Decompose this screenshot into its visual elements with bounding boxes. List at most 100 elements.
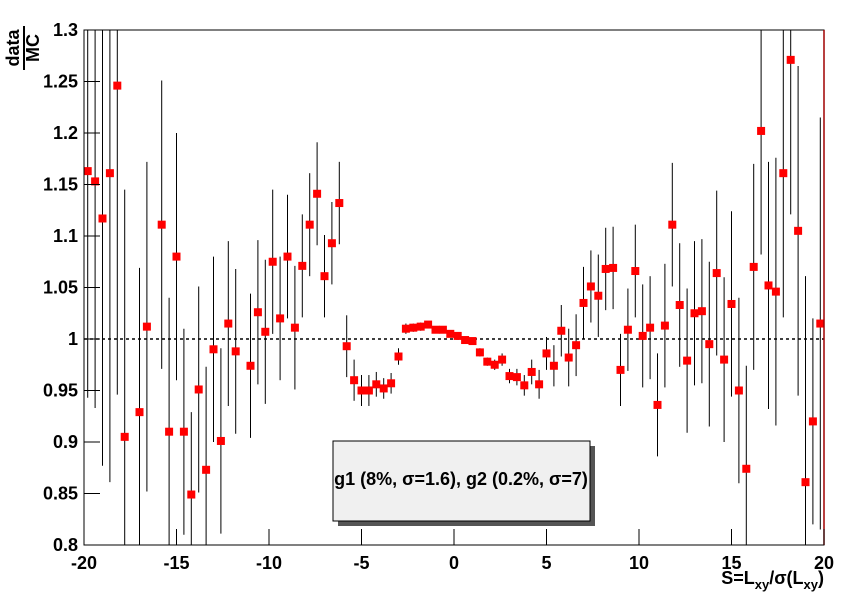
marker bbox=[512, 373, 521, 382]
marker bbox=[742, 464, 751, 473]
x-tick-label: -10 bbox=[256, 553, 282, 573]
marker bbox=[364, 386, 373, 395]
marker bbox=[749, 262, 758, 271]
x-label-part: xy bbox=[804, 577, 819, 592]
marker bbox=[616, 365, 625, 374]
plot-area bbox=[84, 30, 824, 545]
x-label-part: /σ(L bbox=[769, 568, 803, 588]
marker bbox=[416, 322, 425, 331]
x-label-part: S=L bbox=[721, 568, 755, 588]
marker bbox=[172, 252, 181, 261]
marker bbox=[483, 357, 492, 366]
marker bbox=[231, 347, 240, 356]
marker bbox=[461, 336, 470, 345]
marker bbox=[660, 321, 669, 330]
marker bbox=[409, 323, 418, 332]
y-tick-label: 1.25 bbox=[43, 72, 78, 92]
marker bbox=[468, 337, 477, 346]
marker bbox=[549, 361, 558, 370]
marker bbox=[808, 417, 817, 426]
marker bbox=[424, 320, 433, 329]
marker bbox=[579, 298, 588, 307]
marker bbox=[490, 360, 499, 369]
y-label-numerator: data bbox=[3, 29, 23, 67]
y-tick-label: 1.15 bbox=[43, 175, 78, 195]
y-tick-label: 1.2 bbox=[53, 123, 78, 143]
marker bbox=[653, 400, 662, 409]
marker bbox=[646, 323, 655, 332]
marker bbox=[712, 269, 721, 278]
marker bbox=[431, 325, 440, 334]
x-tick-label: 5 bbox=[541, 553, 551, 573]
marker bbox=[165, 427, 174, 436]
annotation: g1 (8%, σ=1.6), g2 (0.2%, σ=7) bbox=[334, 469, 588, 489]
marker bbox=[535, 380, 544, 389]
marker bbox=[113, 81, 122, 90]
x-tick-label: 0 bbox=[449, 553, 459, 573]
x-label-part: xy bbox=[755, 577, 770, 592]
marker bbox=[98, 214, 107, 223]
marker bbox=[105, 169, 114, 178]
y-tick-label: 0.8 bbox=[53, 535, 78, 555]
marker bbox=[816, 319, 824, 328]
marker bbox=[594, 291, 603, 300]
y-tick-label: 1 bbox=[68, 329, 78, 349]
y-tick-label: 1.3 bbox=[53, 20, 78, 40]
marker bbox=[668, 220, 677, 229]
marker bbox=[290, 323, 299, 332]
y-tick-label: 0.85 bbox=[43, 484, 78, 504]
marker bbox=[542, 349, 551, 358]
marker bbox=[305, 220, 314, 229]
marker bbox=[313, 189, 322, 198]
marker bbox=[401, 324, 410, 333]
marker bbox=[253, 308, 262, 317]
marker bbox=[779, 169, 788, 178]
marker bbox=[623, 325, 632, 334]
marker bbox=[187, 490, 196, 499]
marker bbox=[216, 436, 225, 445]
y-tick-label: 1.1 bbox=[53, 226, 78, 246]
marker bbox=[342, 342, 351, 351]
marker bbox=[638, 331, 647, 340]
marker bbox=[135, 408, 144, 417]
marker bbox=[246, 361, 255, 370]
marker bbox=[298, 261, 307, 270]
x-tick-label: -20 bbox=[71, 553, 97, 573]
marker bbox=[764, 281, 773, 290]
marker bbox=[631, 267, 640, 276]
x-tick-label: 20 bbox=[814, 553, 834, 573]
marker bbox=[683, 356, 692, 365]
marker bbox=[690, 309, 699, 318]
marker bbox=[320, 272, 329, 281]
x-tick-label: 10 bbox=[629, 553, 649, 573]
x-tick-label: -5 bbox=[353, 553, 369, 573]
marker bbox=[84, 167, 92, 176]
marker bbox=[194, 385, 203, 394]
annotation-box bbox=[332, 440, 591, 522]
marker bbox=[453, 331, 462, 340]
marker bbox=[520, 381, 529, 390]
marker bbox=[794, 226, 803, 235]
marker bbox=[202, 465, 211, 474]
marker bbox=[705, 340, 714, 349]
marker bbox=[572, 341, 581, 350]
marker bbox=[786, 55, 795, 64]
marker bbox=[142, 322, 151, 331]
marker bbox=[350, 376, 359, 385]
marker bbox=[734, 386, 743, 395]
marker bbox=[609, 263, 618, 272]
marker bbox=[527, 367, 536, 376]
marker bbox=[727, 299, 736, 308]
y-label: data MC bbox=[3, 26, 43, 70]
marker bbox=[357, 386, 366, 395]
marker bbox=[261, 327, 270, 336]
y-label-denominator: MC bbox=[23, 34, 43, 62]
marker bbox=[157, 220, 166, 229]
x-label-part: ) bbox=[818, 568, 824, 588]
y-tick-label: 0.9 bbox=[53, 432, 78, 452]
marker bbox=[557, 326, 566, 335]
marker bbox=[379, 384, 388, 393]
marker bbox=[268, 257, 277, 266]
marker bbox=[475, 348, 484, 357]
